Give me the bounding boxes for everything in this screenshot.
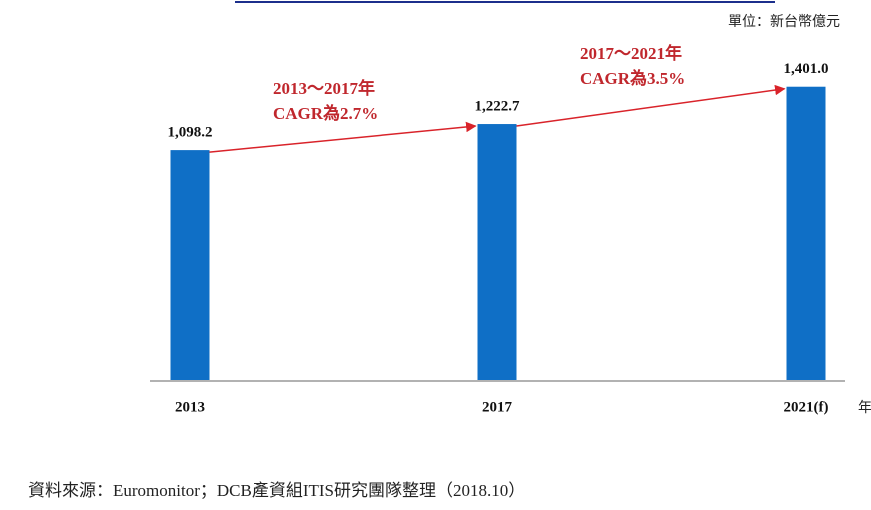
cagr-arrow xyxy=(209,121,477,153)
bar xyxy=(786,86,826,380)
bar xyxy=(477,124,517,381)
value-label: 1,401.0 xyxy=(784,61,829,77)
cagr-annotation: 2017～2021年 xyxy=(580,43,682,63)
cagr-annotation: 2013～2017年 xyxy=(273,78,375,98)
cagr-annotation: CAGR為2.7% xyxy=(273,103,378,123)
cagr-annotation: CAGR為3.5% xyxy=(580,68,685,88)
x-unit: 年 xyxy=(858,400,871,416)
value-label: 1,098.2 xyxy=(168,125,213,141)
x-tick-label: 2021(f) xyxy=(784,399,829,415)
cagr-arrow xyxy=(516,84,786,127)
x-tick-label: 2017 xyxy=(482,399,513,415)
unit-label: 單位：新台幣億元 xyxy=(728,14,840,30)
x-tick-label: 2013 xyxy=(175,399,205,415)
value-label: 1,222.7 xyxy=(475,98,521,114)
source: 資料來源：Euromonitor；DCB產資組ITIS研究團隊整理（2018.1… xyxy=(28,481,525,500)
bar xyxy=(170,150,210,380)
